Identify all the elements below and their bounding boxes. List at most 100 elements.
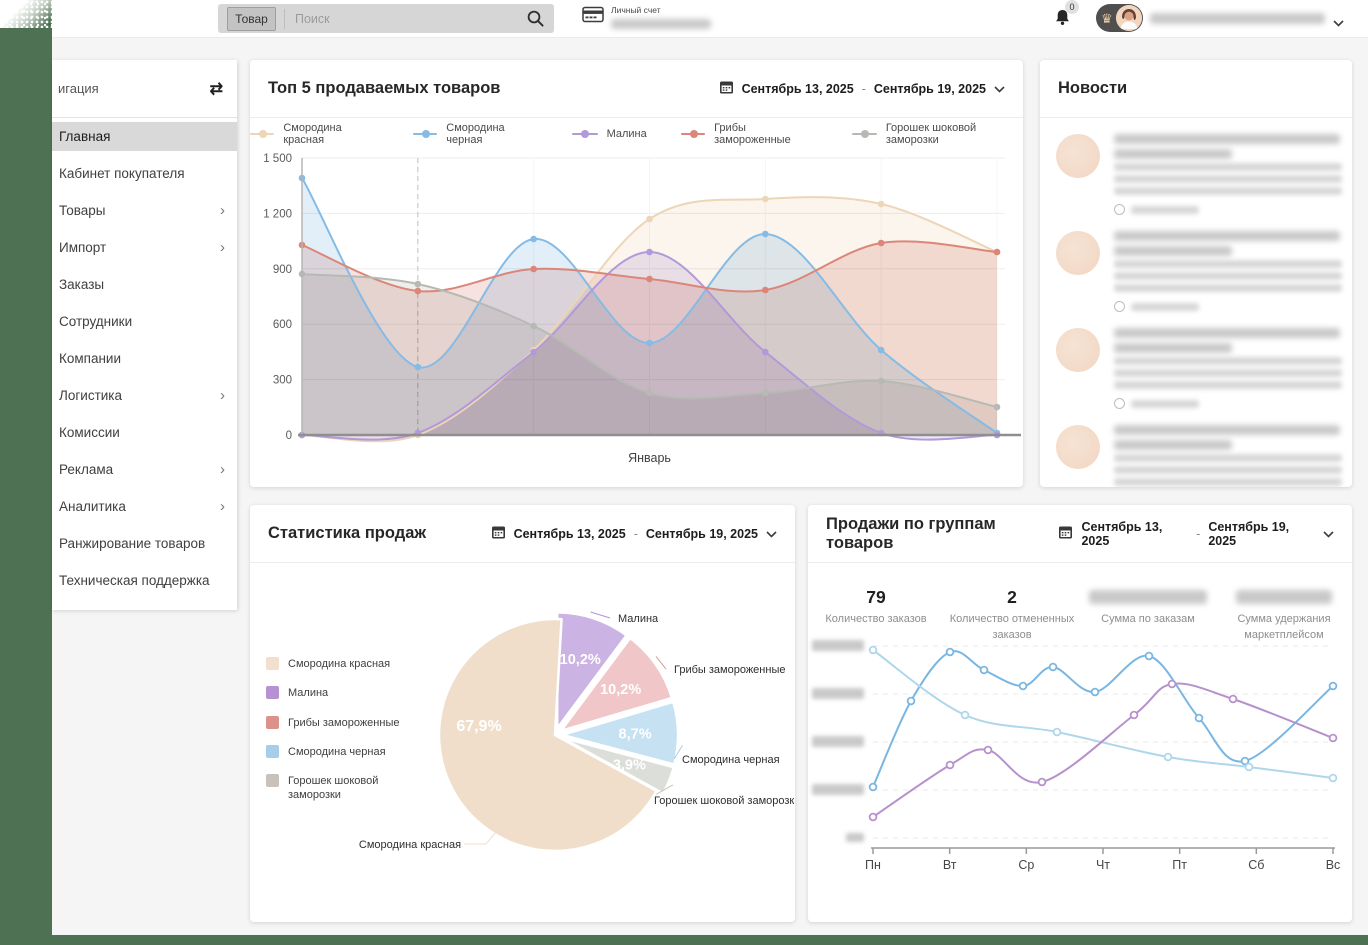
svg-text:1 200: 1 200 — [263, 208, 292, 220]
news-item-blurred[interactable] — [1056, 231, 1342, 312]
svg-text:Смородина красная: Смородина красная — [359, 839, 461, 851]
bell-icon[interactable] — [1053, 8, 1072, 34]
sidebar-item-tovary[interactable]: Товары › — [59, 202, 225, 219]
stat-orders: 79 Количество заказов — [825, 587, 927, 625]
svg-text:Горошек шоковой заморозки: Горошек шоковой заморозки — [654, 795, 795, 807]
stat-order-sum-blurred: Сумма по заказам — [1080, 587, 1216, 644]
legend-item[interactable]: Смородина красная — [266, 657, 406, 671]
legend-item[interactable]: Малина — [266, 686, 406, 700]
legend-item[interactable]: Горошек шоковой заморозки — [852, 122, 1023, 146]
news-avatar — [1056, 425, 1100, 469]
sidebar-item-kompanii[interactable]: Компании — [59, 351, 122, 366]
svg-text:Пн: Пн — [865, 858, 881, 872]
sidebar-item-kabinet[interactable]: Кабинет покупателя — [59, 166, 185, 181]
sidebar-item-logistika[interactable]: Логистика › — [59, 387, 225, 404]
svg-text:Пт: Пт — [1172, 858, 1187, 872]
search-category-chip[interactable]: Товар — [227, 6, 276, 31]
legend-swatch — [266, 686, 279, 700]
sidebar-divider — [52, 117, 237, 118]
sidebar-item-ranzhirovanie[interactable]: Ранжирование товаров — [59, 536, 206, 551]
chevron-down-icon[interactable] — [1333, 14, 1344, 32]
card-title: Топ 5 продаваемых товаров — [268, 79, 501, 97]
legend-marker — [412, 130, 438, 138]
sidebar-item-zakazy[interactable]: Заказы — [59, 277, 105, 292]
svg-text:10,2%: 10,2% — [600, 682, 641, 698]
date-separator: - — [1196, 526, 1201, 541]
date-range-picker[interactable]: Сентябрь 13, 2025 - Сентябрь 19, 2025 — [1058, 520, 1334, 548]
calendar-icon — [719, 79, 734, 98]
chevron-down-icon[interactable] — [766, 527, 777, 541]
collapse-sidebar-icon[interactable]: ⇄ — [209, 80, 223, 98]
sidebar: игация ⇄ Главная Кабинет покупателя Това… — [52, 60, 237, 610]
news-avatar — [1056, 231, 1100, 275]
svg-text:10,2%: 10,2% — [560, 652, 601, 668]
sidebar-item-reklama[interactable]: Реклама › — [59, 461, 225, 478]
date-to: Сентябрь 19, 2025 — [1208, 519, 1290, 548]
chevron-down-icon[interactable] — [994, 82, 1005, 96]
svg-text:8,7%: 8,7% — [619, 727, 652, 743]
svg-text:Малина: Малина — [618, 613, 659, 625]
personal-account[interactable]: Личный счет — [582, 5, 711, 29]
date-range-picker[interactable]: Сентябрь 13, 2025 - Сентябрь 19, 2025 — [491, 524, 777, 543]
legend-swatch — [266, 657, 279, 670]
svg-text:Январь: Январь — [628, 451, 671, 465]
user-avatar-pill[interactable]: ♛ — [1096, 4, 1143, 32]
legend-item[interactable]: Малина — [571, 128, 647, 140]
svg-text:Вс: Вс — [1326, 858, 1341, 872]
pie-legend: Смородина красная Малина Грибы заморожен… — [266, 657, 406, 803]
sidebar-item-komissii[interactable]: Комиссии — [59, 425, 120, 440]
sales-groups-card: Продажи по группам товаров Сентябрь 13, … — [808, 505, 1352, 922]
legend-swatch — [266, 774, 279, 788]
svg-text:600: 600 — [273, 319, 292, 331]
svg-text:900: 900 — [273, 264, 292, 276]
account-label: Личный счет — [611, 5, 661, 15]
sidebar-item-sotrudniki[interactable]: Сотрудники — [59, 314, 133, 329]
crown-icon: ♛ — [1101, 10, 1113, 26]
chevron-down-icon[interactable] — [1323, 527, 1334, 541]
svg-text:1 500: 1 500 — [263, 153, 292, 165]
legend-item[interactable]: Грибы замороженные — [266, 715, 406, 730]
search-icon[interactable] — [526, 9, 545, 33]
divider — [1040, 117, 1352, 118]
legend-item[interactable]: Смородина красная — [250, 122, 379, 146]
search-divider — [284, 8, 285, 29]
divider — [808, 562, 1352, 563]
search-bar[interactable]: Товар Поиск — [218, 4, 554, 33]
legend-item[interactable]: Грибы замороженные — [680, 122, 819, 146]
sidebar-item-import[interactable]: Импорт › — [59, 239, 225, 256]
news-item-blurred[interactable] — [1056, 134, 1342, 215]
news-item-blurred[interactable] — [1056, 425, 1342, 487]
date-from: Сентябрь 13, 2025 — [1081, 519, 1163, 548]
sidebar-item-podderzhka[interactable]: Техническая поддержка — [59, 573, 210, 588]
stat-marketplace-fee-blurred: Сумма удержания маркетплейсом — [1216, 587, 1352, 644]
legend-item[interactable]: Смородина черная — [412, 122, 538, 146]
legend-swatch — [266, 744, 279, 758]
sidebar-item-analitika[interactable]: Аналитика › — [59, 498, 225, 515]
svg-text:Смородина черная: Смородина черная — [682, 754, 780, 766]
news-item-blurred[interactable] — [1056, 328, 1342, 409]
calendar-icon — [491, 524, 506, 543]
news-avatar — [1056, 134, 1100, 178]
date-range-picker[interactable]: Сентябрь 13, 2025 - Сентябрь 19, 2025 — [719, 79, 1005, 98]
news-list — [1040, 118, 1352, 487]
date-from: Сентябрь 13, 2025 — [513, 526, 626, 541]
legend-item[interactable]: Смородина черная — [266, 744, 406, 759]
sidebar-item-glavnaya[interactable]: Главная — [52, 118, 237, 155]
news-card: Новости — [1040, 60, 1352, 487]
news-avatar — [1056, 328, 1100, 372]
card-title: Статистика продаж — [268, 524, 427, 542]
legend-swatch — [266, 715, 279, 729]
legend-marker — [250, 130, 275, 138]
chevron-right-icon: › — [220, 387, 225, 404]
svg-text:Чт: Чт — [1096, 858, 1110, 872]
legend-item[interactable]: Горошек шоковой заморозки — [266, 774, 406, 803]
avatar — [1116, 5, 1142, 31]
user-name-blurred[interactable] — [1150, 13, 1325, 24]
svg-text:67,9%: 67,9% — [456, 718, 501, 735]
search-input[interactable]: Поиск — [295, 11, 330, 26]
svg-text:Вт: Вт — [943, 858, 957, 872]
date-to: Сентябрь 19, 2025 — [645, 526, 758, 541]
clock-icon — [1114, 398, 1125, 409]
account-balance-blurred — [611, 19, 711, 29]
desktop-speckle-texture — [0, 0, 60, 28]
